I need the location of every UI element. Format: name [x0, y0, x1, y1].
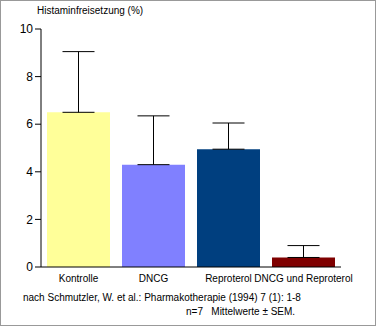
svg-text:8: 8: [26, 70, 33, 84]
svg-text:Reproterol: Reproterol: [205, 273, 252, 284]
svg-text:6: 6: [26, 117, 33, 131]
svg-text:4: 4: [26, 165, 33, 179]
svg-text:DNCG und Reproterol: DNCG und Reproterol: [254, 273, 352, 284]
svg-text:2: 2: [26, 213, 33, 227]
html-text:n=7 Mittelwerte ± SEM.: n=7 Mittelwerte ± SEM.: [186, 306, 296, 317]
svg-text:10: 10: [20, 22, 34, 36]
html-text:nach Schmutzler, W. et al.: Ph: nach Schmutzler, W. et al.: Pharmakother…: [23, 292, 301, 303]
svg-text:Kontrolle: Kontrolle: [59, 273, 99, 284]
svg-text:0: 0: [26, 260, 33, 274]
html-text:Histaminfreisetzung (%): Histaminfreisetzung (%): [37, 5, 144, 16]
svg-text:DNCG: DNCG: [139, 273, 169, 284]
